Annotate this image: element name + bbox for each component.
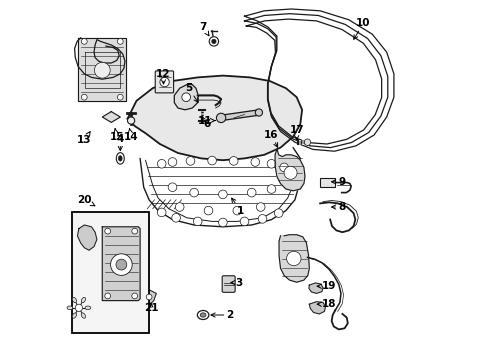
Circle shape <box>168 158 177 166</box>
Polygon shape <box>275 149 305 191</box>
Polygon shape <box>142 290 156 305</box>
Text: 21: 21 <box>143 303 158 313</box>
Circle shape <box>209 37 218 46</box>
Circle shape <box>189 188 198 197</box>
Polygon shape <box>102 227 140 301</box>
Text: 11: 11 <box>197 116 215 126</box>
Circle shape <box>117 94 123 100</box>
FancyBboxPatch shape <box>222 276 235 292</box>
Circle shape <box>81 94 87 100</box>
Circle shape <box>157 159 166 168</box>
Ellipse shape <box>72 313 76 318</box>
Polygon shape <box>78 38 125 101</box>
Polygon shape <box>127 76 302 160</box>
Circle shape <box>117 39 123 44</box>
Circle shape <box>132 228 137 234</box>
Bar <box>320 178 335 187</box>
Text: 3: 3 <box>230 278 242 288</box>
Text: 12: 12 <box>156 69 170 84</box>
Circle shape <box>182 93 190 102</box>
Polygon shape <box>221 110 258 121</box>
Text: 2: 2 <box>210 310 233 320</box>
Circle shape <box>229 157 238 165</box>
Text: 1: 1 <box>231 198 244 216</box>
Circle shape <box>255 109 262 116</box>
Text: 5: 5 <box>184 83 198 102</box>
Circle shape <box>240 217 248 226</box>
Circle shape <box>274 209 283 217</box>
Circle shape <box>266 185 275 193</box>
Circle shape <box>284 166 296 179</box>
Circle shape <box>207 156 216 165</box>
Circle shape <box>157 208 166 217</box>
Polygon shape <box>77 225 97 250</box>
Polygon shape <box>308 283 322 293</box>
Circle shape <box>146 294 152 300</box>
Circle shape <box>232 206 241 215</box>
Circle shape <box>216 113 225 123</box>
Circle shape <box>211 39 216 44</box>
Ellipse shape <box>197 310 208 320</box>
Circle shape <box>256 203 264 211</box>
Circle shape <box>110 254 132 275</box>
Circle shape <box>218 190 227 199</box>
Text: 18: 18 <box>317 299 336 309</box>
Circle shape <box>266 159 275 168</box>
Circle shape <box>127 117 134 124</box>
Text: 9: 9 <box>331 177 345 187</box>
Circle shape <box>250 158 259 166</box>
Circle shape <box>132 293 137 299</box>
Ellipse shape <box>116 153 124 164</box>
Circle shape <box>104 293 110 299</box>
Ellipse shape <box>81 313 85 318</box>
Circle shape <box>175 203 183 211</box>
Text: 20: 20 <box>77 195 95 206</box>
Text: 10: 10 <box>353 18 370 39</box>
Ellipse shape <box>200 313 205 317</box>
Text: 19: 19 <box>317 281 336 291</box>
Polygon shape <box>309 302 325 314</box>
Circle shape <box>171 213 180 222</box>
Text: 16: 16 <box>264 130 278 147</box>
Circle shape <box>204 206 212 215</box>
Circle shape <box>81 39 87 44</box>
Circle shape <box>247 188 256 197</box>
Circle shape <box>193 217 202 226</box>
Ellipse shape <box>118 156 122 161</box>
Circle shape <box>286 251 301 266</box>
Circle shape <box>279 163 288 172</box>
Text: 17: 17 <box>289 125 304 140</box>
Circle shape <box>168 183 177 192</box>
Circle shape <box>160 77 169 87</box>
Circle shape <box>186 157 194 165</box>
Polygon shape <box>279 235 309 282</box>
Ellipse shape <box>85 306 91 310</box>
Circle shape <box>304 139 310 145</box>
Text: 7: 7 <box>199 22 208 36</box>
Ellipse shape <box>72 297 76 303</box>
Polygon shape <box>174 85 198 110</box>
Circle shape <box>258 215 266 223</box>
Circle shape <box>75 304 82 311</box>
Circle shape <box>218 218 227 227</box>
Bar <box>72 212 149 333</box>
Text: 6: 6 <box>200 116 210 129</box>
Circle shape <box>104 228 110 234</box>
Circle shape <box>116 259 126 270</box>
Text: 8: 8 <box>331 202 345 212</box>
Text: 4: 4 <box>116 134 124 150</box>
Ellipse shape <box>81 297 85 303</box>
Text: 15: 15 <box>109 129 123 142</box>
Circle shape <box>94 62 110 78</box>
Text: 13: 13 <box>77 132 91 145</box>
FancyBboxPatch shape <box>155 71 173 93</box>
Ellipse shape <box>67 306 73 310</box>
Polygon shape <box>102 112 120 122</box>
Text: 14: 14 <box>123 129 138 142</box>
